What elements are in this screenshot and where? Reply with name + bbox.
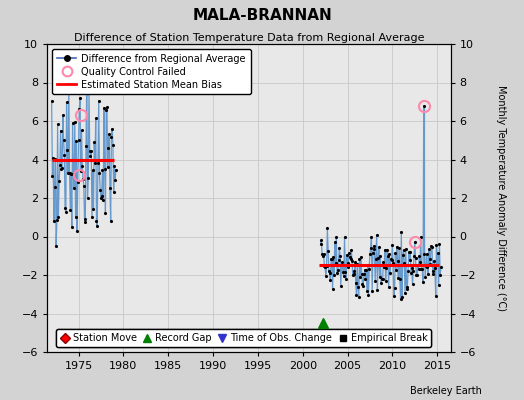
Y-axis label: Monthly Temperature Anomaly Difference (°C): Monthly Temperature Anomaly Difference (…: [496, 85, 506, 311]
Title: Difference of Station Temperature Data from Regional Average: Difference of Station Temperature Data f…: [74, 33, 424, 43]
Legend: Station Move, Record Gap, Time of Obs. Change, Empirical Break: Station Move, Record Gap, Time of Obs. C…: [56, 329, 431, 347]
Text: Berkeley Earth: Berkeley Earth: [410, 386, 482, 396]
Text: MALA-BRANNAN: MALA-BRANNAN: [192, 8, 332, 23]
